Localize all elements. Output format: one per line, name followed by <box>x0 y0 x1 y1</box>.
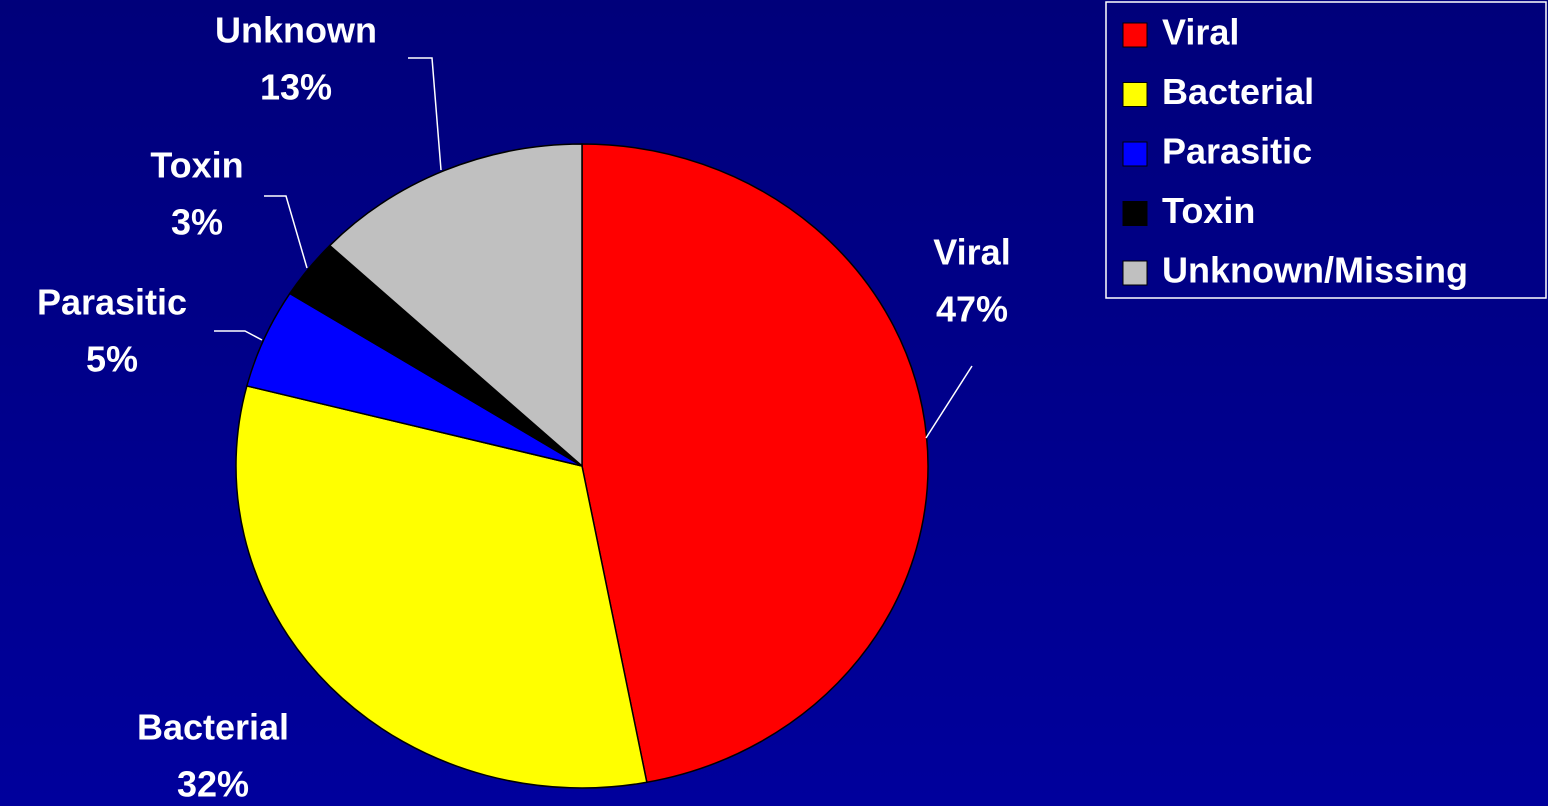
legend-swatch <box>1122 141 1148 167</box>
leader-line <box>264 195 308 269</box>
value-label: 3% <box>171 202 223 243</box>
legend-swatch <box>1122 201 1148 226</box>
pie-slice <box>328 143 583 468</box>
legend-label: Bacterial <box>1162 71 1314 112</box>
slice-label: Toxin <box>150 145 243 186</box>
legend-label: Toxin <box>1162 190 1255 231</box>
value-label: 32% <box>177 764 249 805</box>
pie-slice <box>235 385 648 789</box>
leader-line <box>925 365 973 439</box>
legend-box <box>1105 1 1547 299</box>
leader-line <box>408 57 442 171</box>
slice-label: Parasitic <box>37 282 187 323</box>
slice-label: Bacterial <box>137 707 289 748</box>
legend-label: Viral <box>1162 12 1239 53</box>
slice-label: Unknown <box>215 10 377 51</box>
legend-swatch <box>1122 22 1148 48</box>
value-label: 5% <box>86 339 138 380</box>
value-label: 47% <box>936 289 1008 330</box>
legend-swatch <box>1122 260 1148 286</box>
legend-label: Parasitic <box>1162 131 1312 172</box>
slice-label: Viral <box>933 232 1010 273</box>
legend-label: Unknown/Missing <box>1162 250 1468 291</box>
pie-slice <box>581 143 929 784</box>
legend-swatch <box>1122 82 1148 107</box>
value-label: 13% <box>260 67 332 108</box>
leader-line <box>214 330 263 341</box>
